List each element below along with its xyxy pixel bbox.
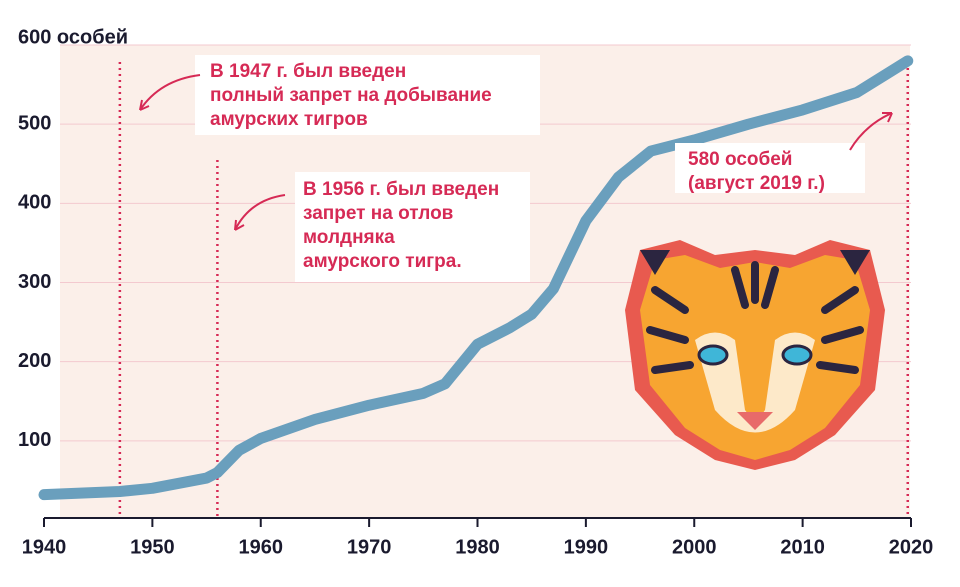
x-tick-label: 1970: [347, 536, 392, 558]
x-tick-label: 1980: [455, 536, 500, 558]
x-tick-label: 1960: [239, 536, 284, 558]
y-tick-label: 100: [18, 429, 51, 451]
y-tick-label: 200: [18, 350, 51, 372]
annotation-text: В 1956 г. был введен: [303, 179, 499, 200]
annotation-background: [195, 55, 540, 135]
annotation-text: полный запрет на добывание: [210, 85, 492, 106]
y-tick-label: 500: [18, 112, 51, 134]
x-tick-label: 2010: [780, 536, 825, 558]
annotation-background: [295, 172, 530, 282]
annotation-text: 580 особей: [688, 149, 793, 170]
annotation-text: амурского тигра.: [303, 251, 462, 272]
tiger-illustration: [625, 240, 885, 470]
annotation-text: В 1947 г. был введен: [210, 61, 406, 82]
annotation-text: запрет на отлов: [303, 203, 453, 224]
x-tick-label: 1950: [130, 536, 175, 558]
grid: [43, 44, 912, 527]
data-line: [38, 55, 914, 501]
x-tick-label: 1940: [22, 536, 67, 558]
x-tick-label: 2000: [672, 536, 717, 558]
marks: [38, 55, 914, 518]
x-tick-label: 1990: [564, 536, 609, 558]
annotation-background: [675, 143, 865, 193]
annotation-text: молдняка: [303, 227, 395, 248]
y-tick-label: 600 особей: [18, 26, 128, 48]
annotation-text: (август 2019 г.): [688, 173, 825, 194]
annotation-text: амурских тигров: [210, 109, 368, 130]
y-tick-label: 300: [18, 271, 51, 293]
y-tick-label: 400: [18, 192, 51, 214]
arrows: [139, 74, 893, 231]
x-tick-label: 2020: [889, 536, 934, 558]
annotations: В 1947 г. был введен полный запрет на доб…: [195, 55, 865, 282]
